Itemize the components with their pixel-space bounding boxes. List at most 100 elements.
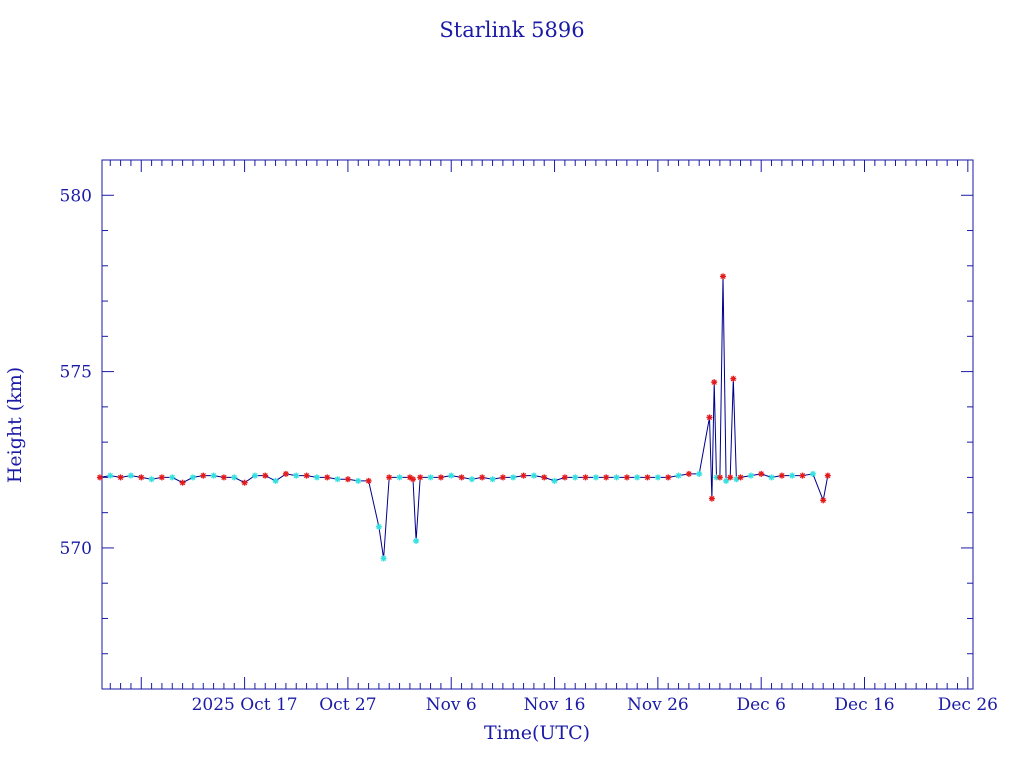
data-point bbox=[200, 472, 207, 479]
data-point bbox=[386, 474, 393, 481]
x-tick-label: Nov 6 bbox=[426, 695, 477, 715]
data-point-stroke bbox=[283, 471, 289, 477]
data-point-stroke bbox=[696, 471, 702, 477]
data-point bbox=[603, 474, 610, 481]
data-point bbox=[334, 476, 341, 483]
plot-frame bbox=[101, 159, 974, 690]
data-point-stroke bbox=[510, 474, 516, 481]
data-point-stroke bbox=[334, 476, 341, 482]
data-point-stroke bbox=[582, 474, 589, 481]
data-point bbox=[799, 472, 806, 479]
y-tick-label: 575 bbox=[60, 363, 92, 383]
data-point-stroke bbox=[789, 472, 795, 479]
data-point-stroke bbox=[169, 474, 175, 481]
data-point bbox=[820, 497, 827, 504]
data-point-stroke bbox=[355, 478, 361, 484]
data-point bbox=[231, 474, 238, 481]
data-point-stroke bbox=[593, 474, 599, 481]
data-point-stroke bbox=[179, 480, 186, 486]
series-markers bbox=[96, 273, 831, 562]
data-point-stroke bbox=[727, 474, 733, 481]
data-point-stroke bbox=[603, 474, 609, 481]
data-point-stroke bbox=[380, 555, 387, 562]
data-point-stroke bbox=[799, 472, 806, 479]
data-point-stroke bbox=[737, 474, 744, 481]
series-line bbox=[99, 276, 829, 559]
x-tick-label: Dec 26 bbox=[938, 695, 998, 715]
y-axis-label: Height (km) bbox=[4, 367, 26, 483]
data-point bbox=[262, 472, 269, 479]
x-axis: 2025 Oct 17 Oct 27 Nov 6 Nov 16 Nov 26 Dec 6 D… bbox=[109, 160, 998, 715]
data-point-stroke bbox=[221, 474, 227, 481]
data-point-stroke bbox=[572, 474, 578, 481]
data-point-stroke bbox=[758, 471, 764, 477]
data-point-stroke bbox=[686, 471, 692, 477]
data-point-stroke bbox=[500, 474, 506, 481]
data-point bbox=[410, 476, 416, 483]
data-point bbox=[479, 474, 486, 481]
data-point bbox=[282, 470, 289, 477]
data-point-stroke bbox=[417, 474, 423, 481]
data-point bbox=[96, 474, 103, 481]
data-point bbox=[413, 537, 420, 544]
data-point-stroke bbox=[613, 474, 620, 481]
data-point-stroke bbox=[262, 472, 268, 479]
data-point bbox=[138, 474, 145, 481]
data-point bbox=[210, 472, 217, 479]
data-point bbox=[107, 472, 114, 479]
data-point bbox=[711, 379, 718, 386]
data-point-stroke bbox=[723, 478, 729, 484]
data-point bbox=[324, 474, 331, 481]
data-point-stroke bbox=[324, 474, 330, 481]
x-tick-label: Oct 27 bbox=[319, 695, 376, 715]
data-point bbox=[634, 474, 641, 481]
data-point-stroke bbox=[365, 478, 372, 484]
data-point bbox=[561, 474, 568, 481]
data-point-stroke bbox=[469, 476, 475, 482]
y-axis: 570 575 580 bbox=[60, 186, 973, 655]
data-point-stroke bbox=[624, 474, 630, 481]
x-tick-label: 2025 Oct 17 bbox=[192, 695, 298, 715]
data-point bbox=[708, 495, 715, 502]
data-point-stroke bbox=[779, 472, 785, 479]
x-tick-label: Dec 16 bbox=[834, 695, 894, 715]
data-point bbox=[716, 474, 723, 481]
data-point bbox=[675, 472, 682, 479]
data-point-stroke bbox=[479, 474, 485, 481]
data-point-stroke bbox=[820, 497, 826, 503]
data-point-stroke bbox=[634, 474, 640, 481]
data-point bbox=[303, 472, 310, 479]
data-point-stroke bbox=[386, 474, 392, 481]
data-point bbox=[355, 477, 362, 484]
data-point bbox=[127, 472, 134, 479]
data-point bbox=[158, 474, 165, 481]
data-point bbox=[572, 474, 579, 481]
data-point bbox=[380, 555, 387, 562]
data-point-stroke bbox=[562, 474, 568, 481]
data-point bbox=[520, 472, 527, 479]
data-point-stroke bbox=[748, 472, 754, 479]
data-point bbox=[685, 470, 692, 477]
data-point-stroke bbox=[810, 471, 816, 477]
data-point-stroke bbox=[190, 474, 196, 481]
y-tick-label: 580 bbox=[60, 186, 92, 206]
data-point-stroke bbox=[709, 495, 715, 502]
data-point bbox=[272, 477, 279, 484]
data-point bbox=[344, 476, 351, 483]
data-point bbox=[730, 375, 737, 382]
data-point bbox=[117, 474, 124, 481]
data-point bbox=[148, 476, 155, 483]
data-point bbox=[427, 474, 434, 481]
data-point-stroke bbox=[272, 478, 279, 484]
x-tick-label: Nov 16 bbox=[524, 695, 586, 715]
data-point-stroke bbox=[293, 472, 299, 479]
data-point bbox=[179, 479, 186, 486]
data-point-stroke bbox=[520, 472, 527, 479]
data-point-stroke bbox=[128, 472, 134, 479]
data-point-stroke bbox=[345, 476, 351, 482]
data-point bbox=[723, 477, 730, 484]
data-point bbox=[623, 474, 630, 481]
data-point-stroke bbox=[665, 474, 671, 481]
data-point-stroke bbox=[541, 474, 547, 481]
